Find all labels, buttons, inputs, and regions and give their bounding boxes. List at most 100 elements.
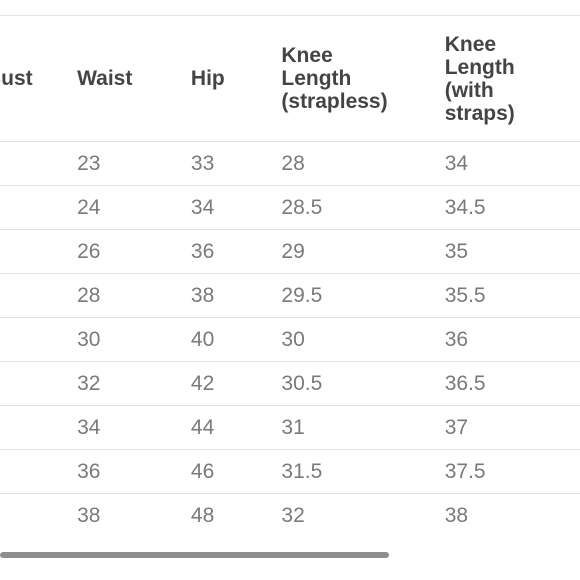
cell-waist-value: 23 bbox=[77, 151, 101, 175]
cell-knee-length-with-straps: 35.5 bbox=[444, 273, 580, 318]
cell-knee-length-with-straps-value: 34 bbox=[444, 151, 469, 175]
cell-hip-value: 33 bbox=[190, 151, 215, 175]
table-row: 26 36 29 35 bbox=[0, 229, 580, 274]
cell-waist-value: 34 bbox=[77, 415, 101, 439]
cell-waist-value: 28 bbox=[77, 283, 101, 307]
column-header-waist: Waist bbox=[77, 16, 191, 142]
cell-knee-length-strapless-value: 30.5 bbox=[281, 371, 323, 395]
cell-knee-length-with-straps-value: 34.5 bbox=[444, 195, 486, 219]
cell-knee-length-with-straps-value: 37.5 bbox=[444, 459, 486, 483]
column-header-knee-length-with-straps: Knee Length (with straps) bbox=[444, 16, 580, 142]
cell-knee-length-strapless-value: 32 bbox=[281, 503, 305, 527]
cell-hip-value: 34 bbox=[190, 195, 215, 219]
horizontal-scrollbar-thumb[interactable] bbox=[0, 552, 389, 558]
cell-knee-length-strapless-value: 29 bbox=[281, 239, 305, 263]
column-header-bust: Bust bbox=[0, 16, 78, 142]
cell-hip: 40 bbox=[190, 317, 282, 362]
cell-knee-length-with-straps-value: 36.5 bbox=[444, 371, 486, 395]
cell-waist-value: 32 bbox=[77, 371, 101, 395]
cell-hip-value: 42 bbox=[190, 371, 215, 395]
cell-bust bbox=[0, 141, 78, 186]
table-row: 36 46 31.5 37.5 bbox=[0, 449, 580, 494]
cell-hip-value: 38 bbox=[190, 283, 215, 307]
cell-knee-length-with-straps-value: 36 bbox=[444, 327, 469, 351]
cell-hip-value: 48 bbox=[190, 503, 215, 527]
cell-bust bbox=[0, 405, 78, 450]
cell-bust bbox=[0, 229, 78, 274]
cell-knee-length-strapless: 30 bbox=[281, 317, 445, 362]
cell-knee-length-with-straps: 36 bbox=[444, 317, 580, 362]
cell-knee-length-strapless-value: 29.5 bbox=[281, 283, 323, 307]
cell-hip: 38 bbox=[190, 273, 282, 318]
cell-knee-length-with-straps: 35 bbox=[444, 229, 580, 274]
column-header-knee-length-with-straps-label: Knee Length (with straps) bbox=[444, 32, 515, 125]
cell-knee-length-strapless-value: 30 bbox=[281, 327, 305, 351]
cell-knee-length-strapless: 31.5 bbox=[281, 449, 445, 494]
column-header-hip-label: Hip bbox=[190, 67, 225, 90]
cell-hip: 44 bbox=[190, 405, 282, 450]
cell-hip-value: 46 bbox=[190, 459, 215, 483]
table-row: 38 48 32 38 bbox=[0, 494, 580, 538]
cell-waist: 36 bbox=[77, 449, 191, 494]
cell-knee-length-strapless: 32 bbox=[281, 494, 444, 538]
table-top-divider bbox=[0, 15, 580, 16]
cell-knee-length-with-straps-value: 35.5 bbox=[444, 283, 486, 307]
column-header-hip: Hip bbox=[190, 16, 282, 142]
column-header-bust-label: Bust bbox=[0, 67, 33, 90]
cell-knee-length-strapless: 30.5 bbox=[281, 361, 445, 406]
cell-waist: 23 bbox=[77, 141, 191, 186]
cell-bust bbox=[0, 361, 78, 406]
column-header-knee-length-strapless: Knee Length (strapless) bbox=[281, 16, 445, 142]
cell-hip-value: 36 bbox=[190, 239, 215, 263]
table-row: 28 38 29.5 35.5 bbox=[0, 273, 580, 318]
table-body: 23 33 28 34 24 34 28.5 34.5 26 36 29 35 28 38 29.5 35.5… bbox=[0, 141, 580, 538]
column-header-knee-length-strapless-label: Knee Length (strapless) bbox=[281, 44, 388, 113]
horizontal-scrollbar[interactable] bbox=[0, 552, 580, 560]
cell-knee-length-strapless-value: 31 bbox=[281, 415, 305, 439]
cell-bust bbox=[0, 449, 78, 494]
cell-knee-length-strapless: 28.5 bbox=[281, 185, 445, 230]
cell-knee-length-strapless: 29.5 bbox=[281, 273, 445, 318]
cell-bust bbox=[0, 273, 78, 318]
cell-hip-value: 40 bbox=[190, 327, 215, 351]
cell-knee-length-with-straps-value: 37 bbox=[444, 415, 469, 439]
table-row: 34 44 31 37 bbox=[0, 405, 580, 450]
table-row: 32 42 30.5 36.5 bbox=[0, 361, 580, 406]
cell-knee-length-strapless: 31 bbox=[281, 405, 445, 450]
cell-waist: 30 bbox=[77, 317, 191, 362]
cell-hip: 46 bbox=[190, 449, 282, 494]
table-row: 24 34 28.5 34.5 bbox=[0, 185, 580, 230]
cell-knee-length-strapless: 28 bbox=[281, 141, 445, 186]
cell-hip: 48 bbox=[191, 494, 281, 538]
cell-hip: 34 bbox=[190, 185, 282, 230]
cell-waist: 34 bbox=[77, 405, 191, 450]
cell-waist: 28 bbox=[77, 273, 191, 318]
cell-knee-length-strapless: 29 bbox=[281, 229, 445, 274]
cell-knee-length-strapless-value: 28.5 bbox=[281, 195, 323, 219]
cell-bust bbox=[0, 317, 78, 362]
cell-waist: 32 bbox=[77, 361, 191, 406]
cell-knee-length-strapless-value: 31.5 bbox=[281, 459, 323, 483]
cell-knee-length-with-straps: 37 bbox=[444, 405, 580, 450]
cell-knee-length-strapless-value: 28 bbox=[281, 151, 305, 175]
cell-waist-value: 26 bbox=[77, 239, 101, 263]
cell-waist-value: 30 bbox=[77, 327, 101, 351]
cell-waist: 38 bbox=[77, 494, 191, 538]
cell-knee-length-with-straps: 34 bbox=[444, 141, 580, 186]
cell-hip: 42 bbox=[190, 361, 282, 406]
table-row: 30 40 30 36 bbox=[0, 317, 580, 362]
cell-knee-length-with-straps: 34.5 bbox=[444, 185, 580, 230]
cell-knee-length-with-straps: 37.5 bbox=[444, 449, 580, 494]
cell-hip-value: 44 bbox=[190, 415, 215, 439]
cell-waist-value: 38 bbox=[77, 503, 101, 527]
cell-hip: 33 bbox=[190, 141, 282, 186]
table-row: 23 33 28 34 bbox=[0, 141, 580, 186]
cell-knee-length-with-straps-value: 35 bbox=[444, 239, 469, 263]
cell-knee-length-with-straps: 36.5 bbox=[444, 361, 580, 406]
cell-waist: 24 bbox=[77, 185, 191, 230]
cell-hip: 36 bbox=[190, 229, 282, 274]
cell-waist: 26 bbox=[77, 229, 191, 274]
